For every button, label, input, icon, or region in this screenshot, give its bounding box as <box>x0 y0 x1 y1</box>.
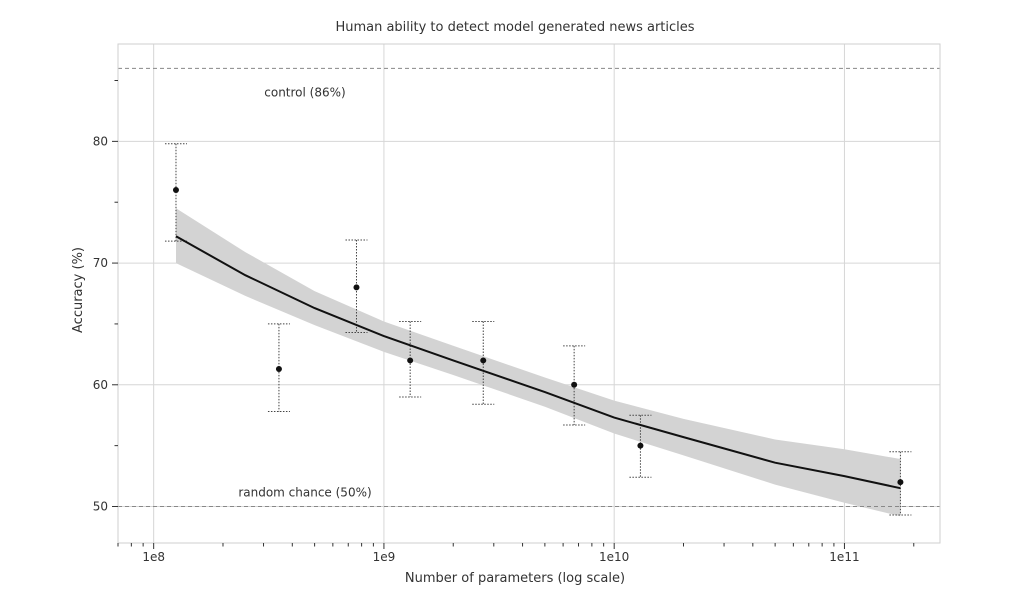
random-chance-label: random chance (50%) <box>238 485 371 499</box>
data-point <box>353 284 360 291</box>
x-tick-label: 1e11 <box>829 550 859 564</box>
data-point <box>275 365 282 372</box>
fit-confidence-band <box>176 208 901 517</box>
data-point <box>571 381 578 388</box>
reference-lines: control (86%) random chance (50%) <box>118 67 940 507</box>
y-tick-label: 70 <box>93 256 108 270</box>
y-tick-label: 50 <box>93 499 108 513</box>
confidence-band <box>176 208 901 517</box>
data-point <box>407 357 414 364</box>
y-axis-label: Accuracy (%) <box>71 247 86 333</box>
y-tick-label: 60 <box>93 378 108 392</box>
data-point <box>480 357 487 364</box>
data-points <box>172 187 904 486</box>
data-point <box>637 442 644 449</box>
plot-frame <box>117 43 941 544</box>
x-tick-label: 1e9 <box>373 550 396 564</box>
x-tick-label: 1e8 <box>142 550 165 564</box>
y-tick-label: 80 <box>93 134 108 148</box>
data-point <box>172 187 179 194</box>
control-label: control (86%) <box>264 85 345 99</box>
x-axis-label: Number of parameters (log scale) <box>405 571 625 586</box>
x-tick-label: 1e10 <box>599 550 629 564</box>
axes: 1e8 1e9 1e10 1e11 50 60 70 80 <box>93 43 941 564</box>
fit-line <box>175 235 901 490</box>
chart-title: Human ability to detect model generated … <box>335 20 694 35</box>
fit-line-group <box>175 235 901 490</box>
data-point <box>897 479 904 486</box>
